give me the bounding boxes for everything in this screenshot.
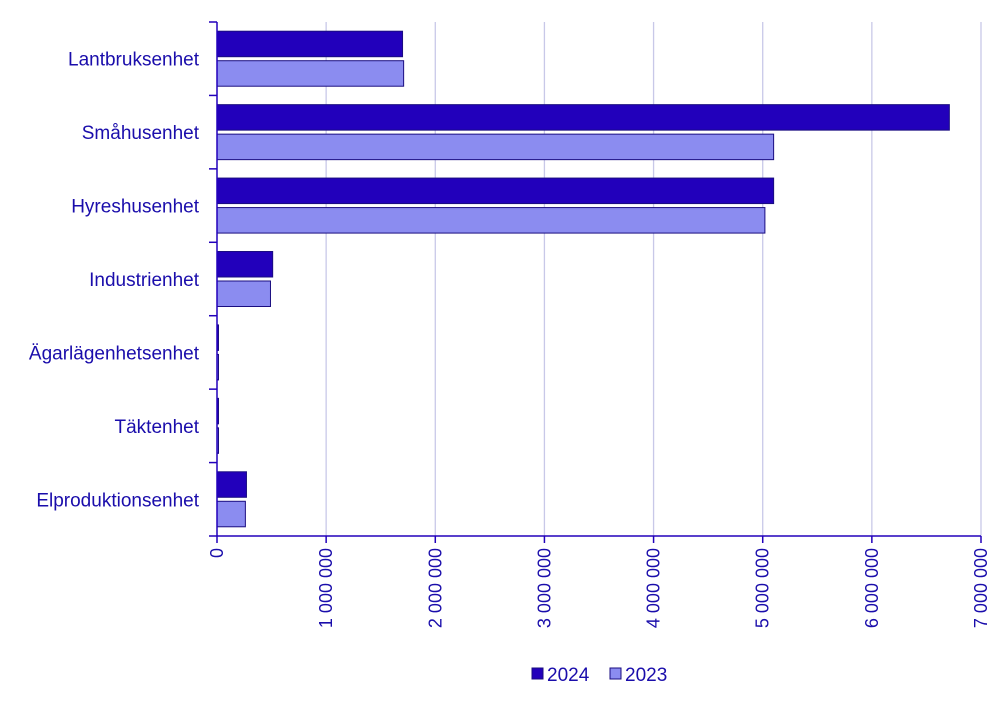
x-tick-label: 0 xyxy=(207,548,227,558)
x-tick-label: 3 000 000 xyxy=(534,548,554,628)
bar-2023-1 xyxy=(216,133,775,161)
legend: 2024 2023 xyxy=(531,665,667,686)
legend-swatch-2024 xyxy=(531,667,544,680)
bar-2024-0 xyxy=(216,30,404,58)
gridlines xyxy=(325,22,982,536)
x-tick-label: 5 000 000 xyxy=(753,548,773,628)
bar-2023-2 xyxy=(216,207,766,234)
x-tick-label: 6 000 000 xyxy=(862,548,882,628)
x-tick-label: 4 000 000 xyxy=(644,548,664,628)
x-tick-label: 1 000 000 xyxy=(316,548,336,628)
x-tick-label: 7 000 000 xyxy=(971,548,991,628)
bar-2024-6 xyxy=(216,471,247,498)
category-label: Elproduktionsenhet xyxy=(36,490,199,511)
category-label: Hyreshusenhet xyxy=(71,197,200,218)
legend-label-2023: 2023 xyxy=(625,665,667,686)
category-label: Industrienhet xyxy=(89,270,200,291)
x-tick-label: 2 000 000 xyxy=(425,548,445,628)
axes xyxy=(209,21,982,543)
bar-2024-1 xyxy=(216,104,950,131)
bar-2023-3 xyxy=(216,280,271,307)
legend-swatch-2023 xyxy=(609,667,622,680)
category-label: Täktenhet xyxy=(115,417,200,438)
bar-2023-6 xyxy=(216,500,246,528)
category-label: Lantbruksenhet xyxy=(68,50,200,71)
category-labels: Lantbruksenhet Småhusenhet Hyreshusenhet In… xyxy=(29,50,200,512)
bar-2023-0 xyxy=(216,60,405,87)
category-label: Ägarlägenhetsenhet xyxy=(29,343,200,364)
category-label: Småhusenhet xyxy=(82,123,200,144)
bar-2024-3 xyxy=(216,251,274,278)
x-tick-labels: 0 1 000 000 2 000 000 3 000 000 4 000 000 5 0… xyxy=(207,548,991,628)
bar-2024-2 xyxy=(216,177,775,205)
legend-label-2024: 2024 xyxy=(547,665,590,686)
bars xyxy=(216,30,950,528)
